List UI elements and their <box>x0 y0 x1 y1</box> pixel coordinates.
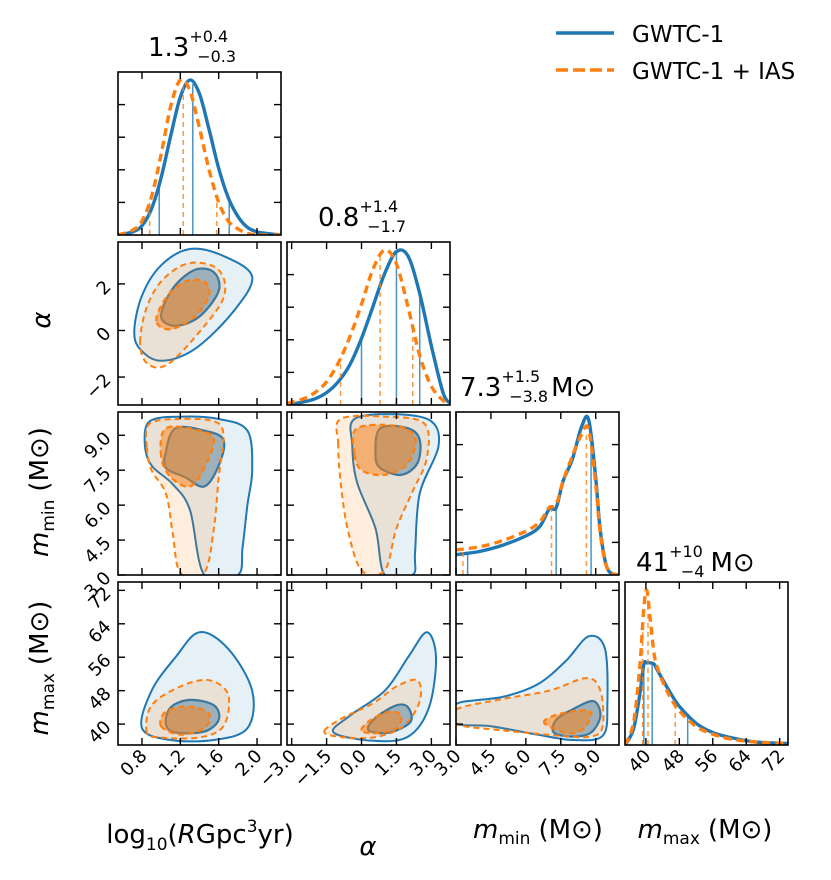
marginal-titles: 1.3+0.4 −0.3 0.8+1.4 −1.7 7.3+1.5 −3.8 M⊙ 41… <box>148 27 755 581</box>
y-tick-label: 6.0 <box>80 498 115 533</box>
x-tick-label: 40 <box>624 746 655 777</box>
x-tick-label: 0.0 <box>336 746 371 781</box>
marginal-curve <box>625 659 788 745</box>
contour-inner <box>360 710 403 735</box>
marginal-curve <box>287 248 450 405</box>
axis-labels: log10(RGpc3yr) α mmin (M⊙) mmax (M⊙) α mmi… <box>25 311 772 862</box>
title-median: 41 <box>636 548 669 578</box>
title-unit: M⊙ <box>710 548 754 578</box>
marginal-curve <box>625 588 788 745</box>
marginal-m_min <box>456 414 619 575</box>
ylabel-m-max: mmax(M⊙) <box>25 601 59 736</box>
xlabel-m-max: mmax (M⊙) <box>638 815 773 849</box>
contour-inner <box>159 705 212 736</box>
y-tick-label: 4.5 <box>80 533 115 568</box>
title-median: 1.3 <box>148 33 189 63</box>
marginal-curve <box>287 248 450 405</box>
x-tick-label: 9.0 <box>570 746 605 781</box>
marginal-curve <box>456 424 619 575</box>
legend-label-gwtc1: GWTC-1 <box>632 22 724 48</box>
x-tick-label: 0.8 <box>116 746 151 781</box>
xlabel-alpha: α <box>359 832 376 862</box>
title-median: 7.3 <box>460 373 501 403</box>
xlabel-m-min: mmin (M⊙) <box>473 815 603 849</box>
marginal-curve <box>456 414 619 575</box>
y-tick-label: 2 <box>93 277 116 300</box>
x-tick-label: 3.0 <box>430 746 465 781</box>
marginal-frame-alpha <box>286 241 451 406</box>
title-plus: +0.4 <box>189 27 228 46</box>
x-tick-label: 6.0 <box>500 746 535 781</box>
legend: GWTC-1 GWTC-1 + IAS <box>556 22 795 85</box>
contour-frame-m_max_vs_m_min <box>455 581 620 746</box>
x-tick-label: 7.5 <box>535 746 570 781</box>
contour-frame-m_min_vs_log10R <box>117 411 282 576</box>
ylabel-m-min: mmin(M⊙) <box>25 427 59 557</box>
title-minus: −1.7 <box>367 217 406 236</box>
contour-panel-m_min_vs_alpha <box>335 413 441 575</box>
contour-panel-m_max_vs_alpha <box>323 631 438 743</box>
contour-panel-alpha_vs_log10R <box>133 247 254 369</box>
marginal-log10R <box>118 77 281 235</box>
x-tick-label: 4.5 <box>465 746 500 781</box>
title-m-min: 7.3+1.5 −3.8 M⊙ <box>460 367 595 406</box>
contour-frame-alpha_vs_log10R <box>117 241 282 406</box>
y-tick-label: 7.5 <box>80 463 115 498</box>
contour-frame-m_max_vs_log10R <box>117 581 282 746</box>
title-median: 0.8 <box>318 203 359 233</box>
y-tick-label: 0 <box>93 323 116 346</box>
ylabel-alpha: α <box>27 311 57 328</box>
x-tick-label: 1.6 <box>193 746 228 781</box>
contour-frame-m_min_vs_alpha <box>286 411 451 576</box>
contour-inner <box>155 278 211 331</box>
x-tick-label: 1.5 <box>371 746 406 781</box>
contour-inner <box>351 423 417 477</box>
x-tick-label: −1.5 <box>290 746 336 792</box>
title-plus: +1.5 <box>501 367 540 386</box>
marginal-curve <box>118 78 281 235</box>
contour-panel-m_max_vs_log10R <box>140 631 255 743</box>
marginal-m_max <box>625 588 788 745</box>
marginal-curve <box>118 77 281 235</box>
y-tick-label: 40 <box>84 717 115 748</box>
legend-label-gwtc1-ias: GWTC-1 + IAS <box>632 59 795 85</box>
title-minus: −0.3 <box>197 47 236 66</box>
title-plus: +1.4 <box>359 197 398 216</box>
title-minus: −3.8 <box>509 387 548 406</box>
xlabel-log10R: log10(RGpc3yr) <box>106 817 294 855</box>
y-tick-label: 56 <box>84 650 115 681</box>
contour-inner <box>159 425 216 488</box>
title-plus: +10 <box>669 542 703 561</box>
y-tick-label: 9.0 <box>80 428 115 463</box>
contour-panel-m_max_vs_m_min <box>456 634 609 742</box>
x-tick-label: 72 <box>758 746 789 777</box>
x-tick-label: 48 <box>658 746 689 777</box>
title-alpha: 0.8+1.4 −1.7 <box>318 197 406 236</box>
contour-panel-m_min_vs_log10R <box>143 415 254 575</box>
x-tick-label: 1.2 <box>155 746 190 781</box>
x-tick-label: 64 <box>725 746 756 777</box>
marginal-frame-log10R <box>117 71 282 236</box>
marginal-frame-m_max <box>624 581 789 746</box>
marginal-alpha <box>287 248 450 405</box>
y-tick-label: 64 <box>84 616 115 647</box>
title-minus: −4 <box>681 562 705 581</box>
y-tick-label: 48 <box>84 683 115 714</box>
title-m-max: 41+10 −4 M⊙ <box>636 542 755 581</box>
x-tick-label: 56 <box>691 746 722 777</box>
y-tick-label: −2 <box>82 370 116 404</box>
contour-frame-m_max_vs_alpha <box>286 581 451 746</box>
x-tick-label: −3.0 <box>255 746 301 792</box>
marginal-frame-m_min <box>455 411 620 576</box>
title-log10R: 1.3+0.4 −0.3 <box>148 27 236 66</box>
title-unit: M⊙ <box>551 373 595 403</box>
contour-inner <box>542 709 593 735</box>
